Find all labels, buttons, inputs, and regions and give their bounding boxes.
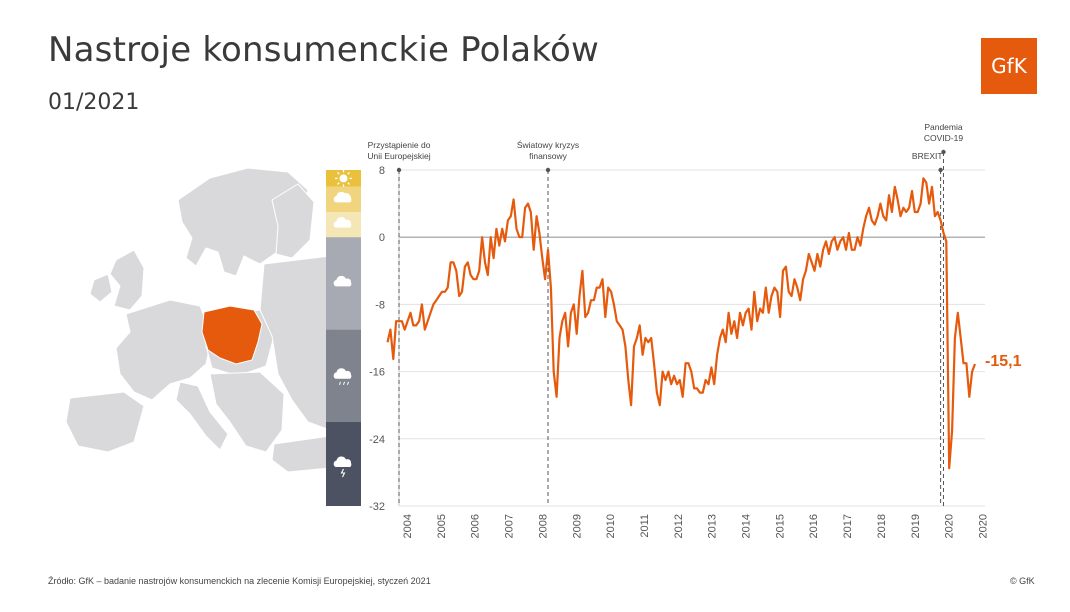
logo-text: GfK — [991, 54, 1027, 78]
x-tick-label: 2005 — [436, 514, 448, 538]
y-tick-label: 0 — [379, 232, 385, 244]
cloud-storm-icon — [333, 456, 352, 478]
event-label: COVID-19 — [924, 133, 963, 143]
x-tick-label: 2011 — [639, 514, 651, 538]
x-tick-label: 2017 — [842, 514, 854, 538]
y-axis: 8 0 -8 -16 -24 -32 — [369, 165, 385, 513]
map-uk — [109, 249, 145, 311]
x-tick-label: 2014 — [741, 514, 753, 538]
x-tick-label: 2019 — [910, 514, 922, 538]
map-ireland — [89, 273, 113, 303]
event-dot — [938, 167, 943, 173]
x-tick-label: 2007 — [504, 514, 516, 538]
partly-cloudy-icon — [333, 191, 352, 203]
event-label: Przystąpienie do — [368, 140, 431, 150]
event-label: BREXIT — [912, 151, 943, 161]
page-title: Nastroje konsumenckie Polaków — [48, 30, 600, 70]
x-tick-label: 2020 — [944, 514, 956, 538]
y-tick-label: -24 — [369, 434, 385, 446]
y-tick-label: -8 — [375, 299, 385, 311]
y-tick-label: 8 — [379, 165, 385, 177]
chart-grid — [398, 169, 985, 507]
map-poland — [201, 305, 263, 365]
map-eastern-europe — [259, 255, 330, 431]
series-layer — [386, 177, 977, 470]
x-tick-label: 2012 — [673, 514, 685, 538]
x-tick-label: 2020 — [977, 514, 989, 538]
y-tick-label: -32 — [369, 501, 385, 513]
event-dot — [545, 167, 551, 173]
cloud-rain-icon — [333, 368, 352, 385]
map-finland — [271, 183, 315, 259]
page-subtitle: 01/2021 — [48, 90, 140, 115]
y-tick-label: -16 — [369, 367, 385, 379]
mood-band-strip — [326, 169, 361, 506]
map-scandinavia — [177, 167, 309, 277]
source-note: Źródło: GfK – badanie nastrojów konsumen… — [48, 576, 431, 586]
map-italy — [175, 381, 229, 451]
europe-map — [65, 167, 330, 473]
cloud-light-icon — [333, 217, 352, 228]
gfk-logo: GfK — [981, 38, 1037, 94]
map-iberia — [65, 391, 145, 453]
x-tick-label: 2018 — [876, 514, 888, 538]
cloud-icon — [333, 275, 352, 287]
last-value-label: -15,1 — [985, 353, 1022, 370]
event-label: finansowy — [529, 151, 568, 161]
x-tick-label: 2006 — [470, 514, 482, 538]
x-axis: 2004 2005 2006 2007 2008 2009 2010 2011 2012 2013… — [402, 514, 989, 538]
event-dot — [396, 167, 402, 173]
x-tick-label: 2009 — [571, 514, 583, 538]
x-tick-label: 2010 — [605, 514, 617, 538]
map-western-europe — [115, 299, 213, 401]
x-tick-label: 2008 — [537, 514, 549, 538]
event-label: Pandemia — [924, 122, 963, 132]
x-tick-label: 2013 — [707, 514, 719, 538]
map-balkans — [209, 371, 285, 453]
event-dot — [941, 149, 946, 155]
x-tick-label: 2004 — [402, 514, 414, 538]
x-tick-label: 2016 — [808, 514, 820, 538]
copyright: © GfK — [1010, 576, 1035, 586]
map-turkey — [271, 435, 330, 473]
series-line — [386, 177, 977, 470]
event-label: Unii Europejskiej — [367, 151, 430, 161]
x-tick-label: 2015 — [774, 514, 786, 538]
event-label: Światowy kryzys — [517, 139, 579, 150]
sun-icon — [335, 169, 352, 187]
